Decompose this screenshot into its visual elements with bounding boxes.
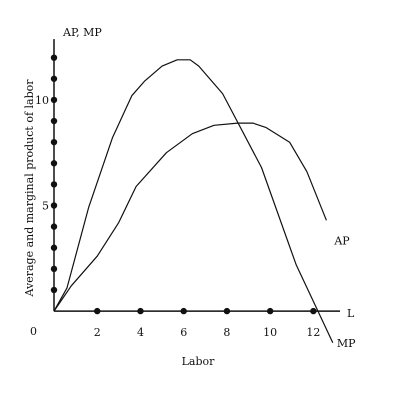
y-axis-dot [50, 160, 58, 167]
x-tick-label: 8 [223, 326, 230, 339]
y-axis-dot [50, 223, 58, 230]
y-tick-labels: 5 10 [35, 94, 49, 213]
series-label-ap: AP [333, 234, 350, 247]
x-axis-dot [266, 307, 274, 315]
y-axis-dot [50, 117, 58, 125]
axis-dots [50, 54, 317, 315]
y-axis-title: AP, MP [62, 26, 102, 39]
series-line-mp [53, 59, 334, 344]
x-axis-dot [137, 307, 144, 315]
origin-label: 0 [30, 325, 37, 338]
x-tick-labels: 2 4 6 8 10 12 [94, 326, 321, 339]
series-label-mp: MP [337, 337, 356, 350]
axes [53, 39, 340, 312]
y-axis-dot [50, 54, 58, 61]
y-tick-label: 10 [35, 94, 49, 107]
curves [53, 59, 334, 344]
y-tick-label: 5 [42, 200, 49, 213]
y-axis-dot [50, 244, 58, 251]
y-axis-dot [50, 181, 58, 188]
x-axis-dot [94, 307, 101, 315]
x-axis-dot [180, 307, 187, 315]
x-axis-label: Labor [182, 355, 216, 368]
x-axis-end-label: L [347, 307, 355, 320]
y-axis-dot [50, 75, 58, 82]
y-axis-dot [50, 202, 58, 209]
y-axis-label: Average and marginal product of labor [23, 79, 36, 298]
x-tick-label: 2 [94, 326, 101, 339]
y-axis-dot [50, 138, 58, 146]
series-line-ap [53, 122, 327, 312]
y-axis-dot [50, 286, 58, 294]
x-axis-dot [310, 307, 317, 315]
x-tick-label: 4 [137, 326, 144, 339]
y-axis-dot [50, 265, 58, 273]
series-labels: AP MP [333, 234, 356, 349]
x-tick-label: 10 [263, 326, 277, 339]
x-axis-dot [223, 307, 231, 315]
y-axis-dot [50, 96, 58, 104]
x-tick-label: 6 [180, 326, 187, 339]
x-tick-label: 12 [306, 326, 320, 339]
